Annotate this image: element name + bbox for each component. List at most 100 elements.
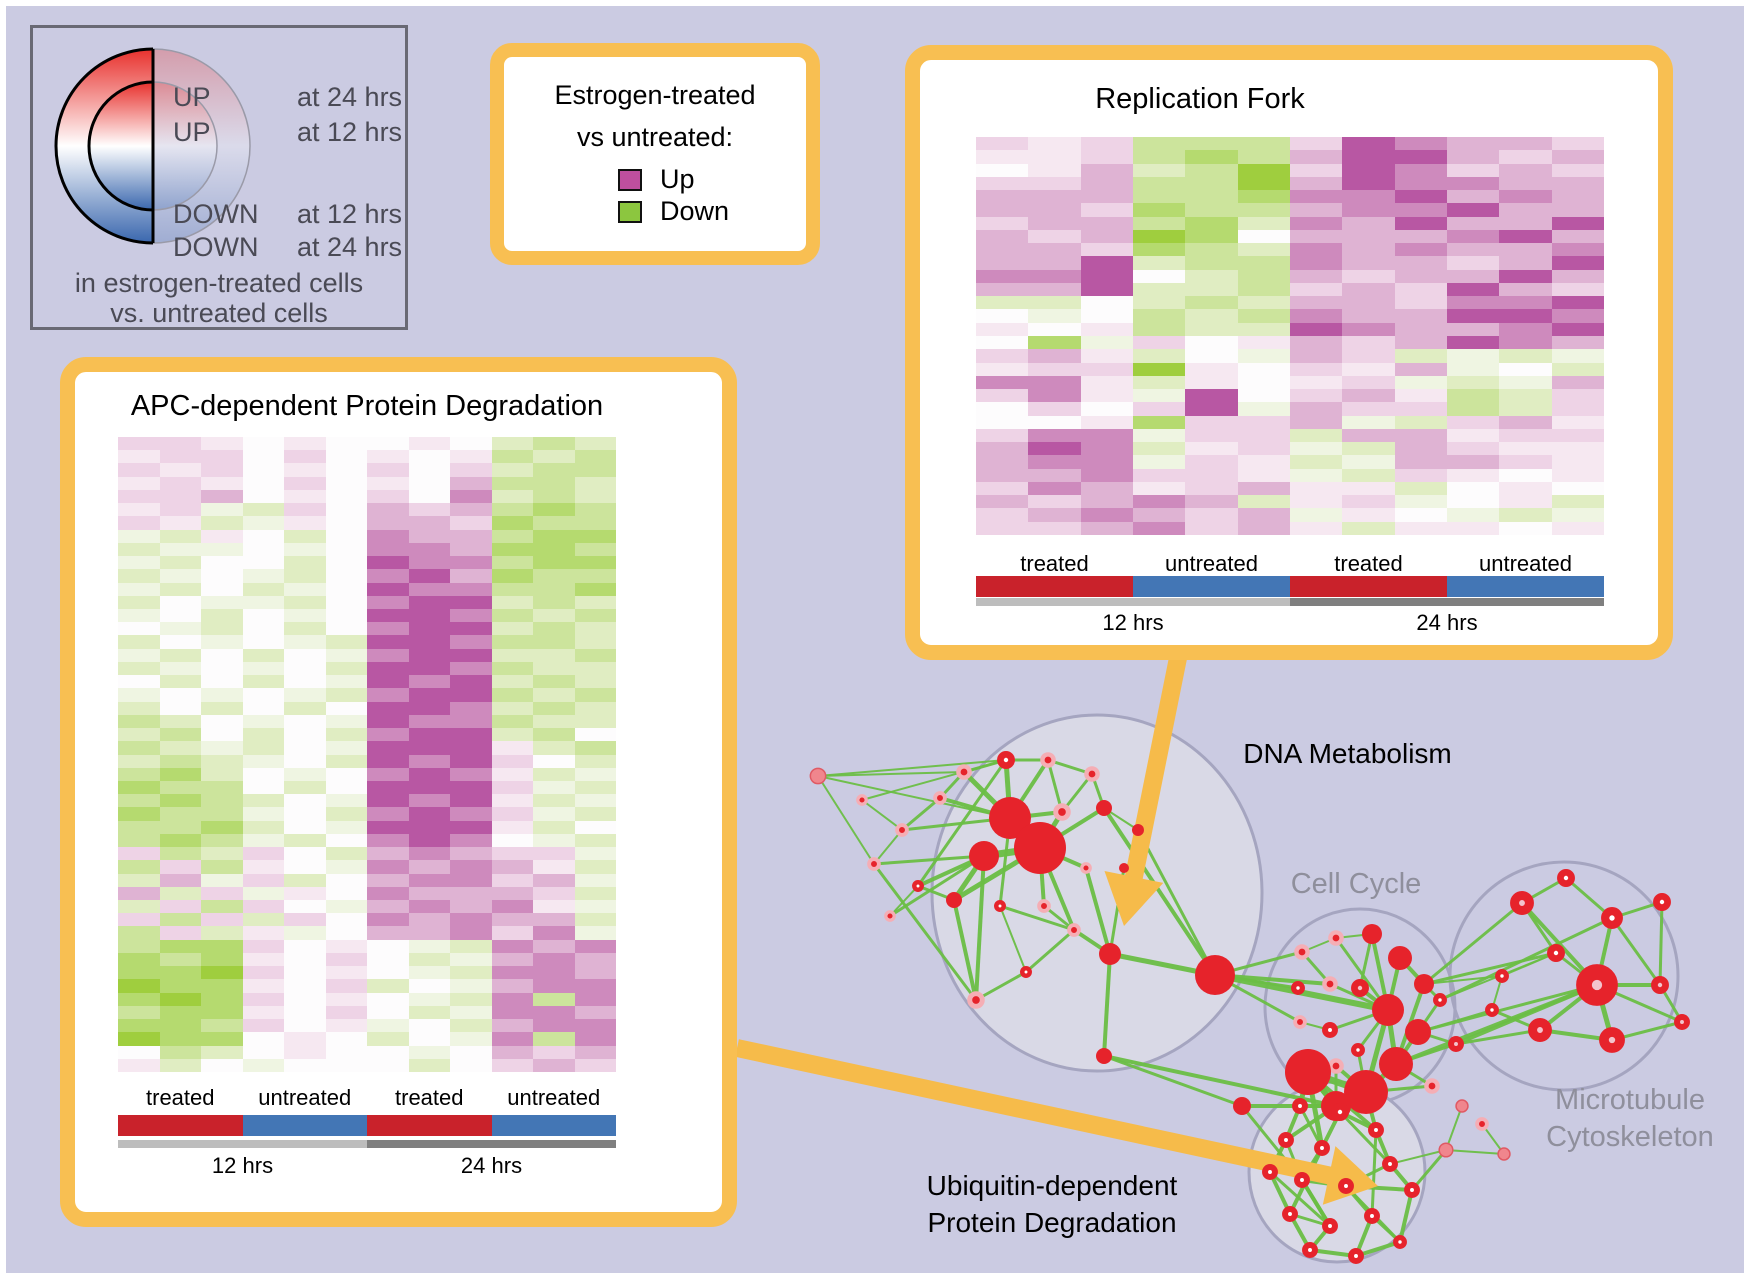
heatmap-cell xyxy=(1132,481,1186,496)
heatmap-cell xyxy=(1028,296,1081,310)
apc-24hrs-bar xyxy=(367,1140,616,1148)
heatmap-cell xyxy=(1132,335,1186,350)
heatmap-cell xyxy=(1551,137,1604,151)
heatmap-cell xyxy=(976,481,1029,496)
heatmap-cell xyxy=(533,648,575,662)
heatmap-cell xyxy=(325,767,367,781)
heatmap-cell xyxy=(491,714,533,729)
heatmap-cell xyxy=(1080,296,1133,310)
heatmap-cell xyxy=(491,489,533,504)
heatmap-cell xyxy=(1289,468,1343,482)
heatmap-cell xyxy=(242,582,284,596)
heatmap-cell xyxy=(574,1058,616,1072)
heatmap-cell xyxy=(367,463,409,477)
heatmap-cell xyxy=(201,529,243,543)
heatmap-cell xyxy=(1551,521,1604,535)
network-node xyxy=(1282,1206,1298,1222)
updown-ring-diagram-icon xyxy=(54,47,251,245)
heatmap-cell xyxy=(1237,402,1290,416)
heatmap-cell xyxy=(533,542,575,557)
heatmap-cell xyxy=(1342,481,1395,496)
heatmap-cell xyxy=(367,979,409,993)
heatmap-cell xyxy=(491,966,533,980)
heatmap-cell xyxy=(325,648,367,662)
ubiquitin-label-line1: Ubiquitin-dependent xyxy=(926,1170,1178,1201)
network-node xyxy=(1528,1018,1552,1042)
heatmap-cell xyxy=(159,939,201,953)
heatmap-cell xyxy=(367,569,409,583)
heatmap-cell xyxy=(242,516,284,530)
heatmap-cell xyxy=(201,648,243,662)
heatmap-cell xyxy=(118,489,160,504)
heatmap-cell xyxy=(1028,349,1081,363)
heatmap-cell xyxy=(450,688,492,702)
heatmap-cell xyxy=(1132,415,1186,429)
heatmap-cell xyxy=(408,1045,450,1059)
up-swatch-label: Up xyxy=(660,164,695,194)
heatmap-cell xyxy=(1132,256,1186,270)
heatmap-cell xyxy=(284,463,326,477)
heatmap-cell xyxy=(1551,455,1604,469)
heatmap-cell xyxy=(574,728,616,742)
heatmap-cell xyxy=(574,886,616,901)
heatmap-cell xyxy=(242,992,284,1006)
heatmap-cell xyxy=(325,754,367,768)
heatmap-cell xyxy=(450,516,492,530)
heatmap-cell xyxy=(533,966,575,980)
heatmap-cell xyxy=(242,635,284,649)
heatmap-cell xyxy=(159,714,201,729)
network-node xyxy=(1328,930,1344,946)
heatmap-cell xyxy=(533,622,575,636)
heatmap-cell xyxy=(976,322,1029,336)
heatmap-cell xyxy=(574,489,616,504)
heatmap-cell xyxy=(201,1058,243,1072)
heatmap-cell xyxy=(1342,455,1395,469)
heatmap-cell xyxy=(1342,269,1395,283)
heatmap-cell xyxy=(1080,349,1133,363)
heatmap-cell xyxy=(201,926,243,940)
heatmap-cell xyxy=(533,595,575,609)
heatmap-cell xyxy=(408,900,450,914)
heatmap-cell xyxy=(118,926,160,940)
heatmap-cell xyxy=(367,886,409,901)
heatmap-cell xyxy=(242,714,284,729)
heatmap-cell xyxy=(1446,468,1500,482)
heatmap-cell xyxy=(284,794,326,808)
heatmap-cell xyxy=(408,1032,450,1046)
heatmap-cell xyxy=(159,437,201,451)
network-edge xyxy=(1103,1054,1243,1108)
heatmap-cell xyxy=(1394,322,1447,336)
heatmap-cell xyxy=(367,635,409,649)
heatmap-cell xyxy=(1185,190,1238,204)
heatmap-cell xyxy=(159,873,201,887)
heatmap-cell xyxy=(284,701,326,715)
network-edge xyxy=(861,799,903,831)
heatmap-cell xyxy=(1394,349,1447,363)
heatmap-cell xyxy=(1080,256,1133,270)
apc-untreated-bar xyxy=(242,1115,367,1136)
heatmap-cell xyxy=(1132,362,1186,376)
heatmap-cell xyxy=(242,675,284,689)
heatmap-cell xyxy=(1080,389,1133,403)
heatmap-cell xyxy=(367,860,409,874)
heatmap-cell xyxy=(1028,362,1081,376)
apc-12hrs-bar xyxy=(118,1140,367,1148)
heatmap-cell xyxy=(159,728,201,742)
heatmap-cell xyxy=(159,489,201,504)
heatmap-cell xyxy=(118,780,160,795)
heatmap-cell xyxy=(976,243,1029,257)
heatmap-cell xyxy=(574,595,616,609)
heatmap-cell xyxy=(367,873,409,887)
heatmap-cell xyxy=(1342,163,1395,177)
heatmap-cell xyxy=(533,450,575,464)
heatmap-cell xyxy=(284,741,326,755)
heatmap-cell xyxy=(1446,428,1500,443)
heatmap-cell xyxy=(1028,495,1081,509)
heatmap-cell xyxy=(367,794,409,808)
heatmap-cell xyxy=(1289,481,1343,496)
heatmap-cell xyxy=(1080,402,1133,416)
heatmap-cell xyxy=(533,608,575,623)
heatmap-cell xyxy=(284,437,326,451)
apc-panel-title: APC-dependent Protein Degradation xyxy=(130,390,604,422)
heatmap-cell xyxy=(201,952,243,967)
